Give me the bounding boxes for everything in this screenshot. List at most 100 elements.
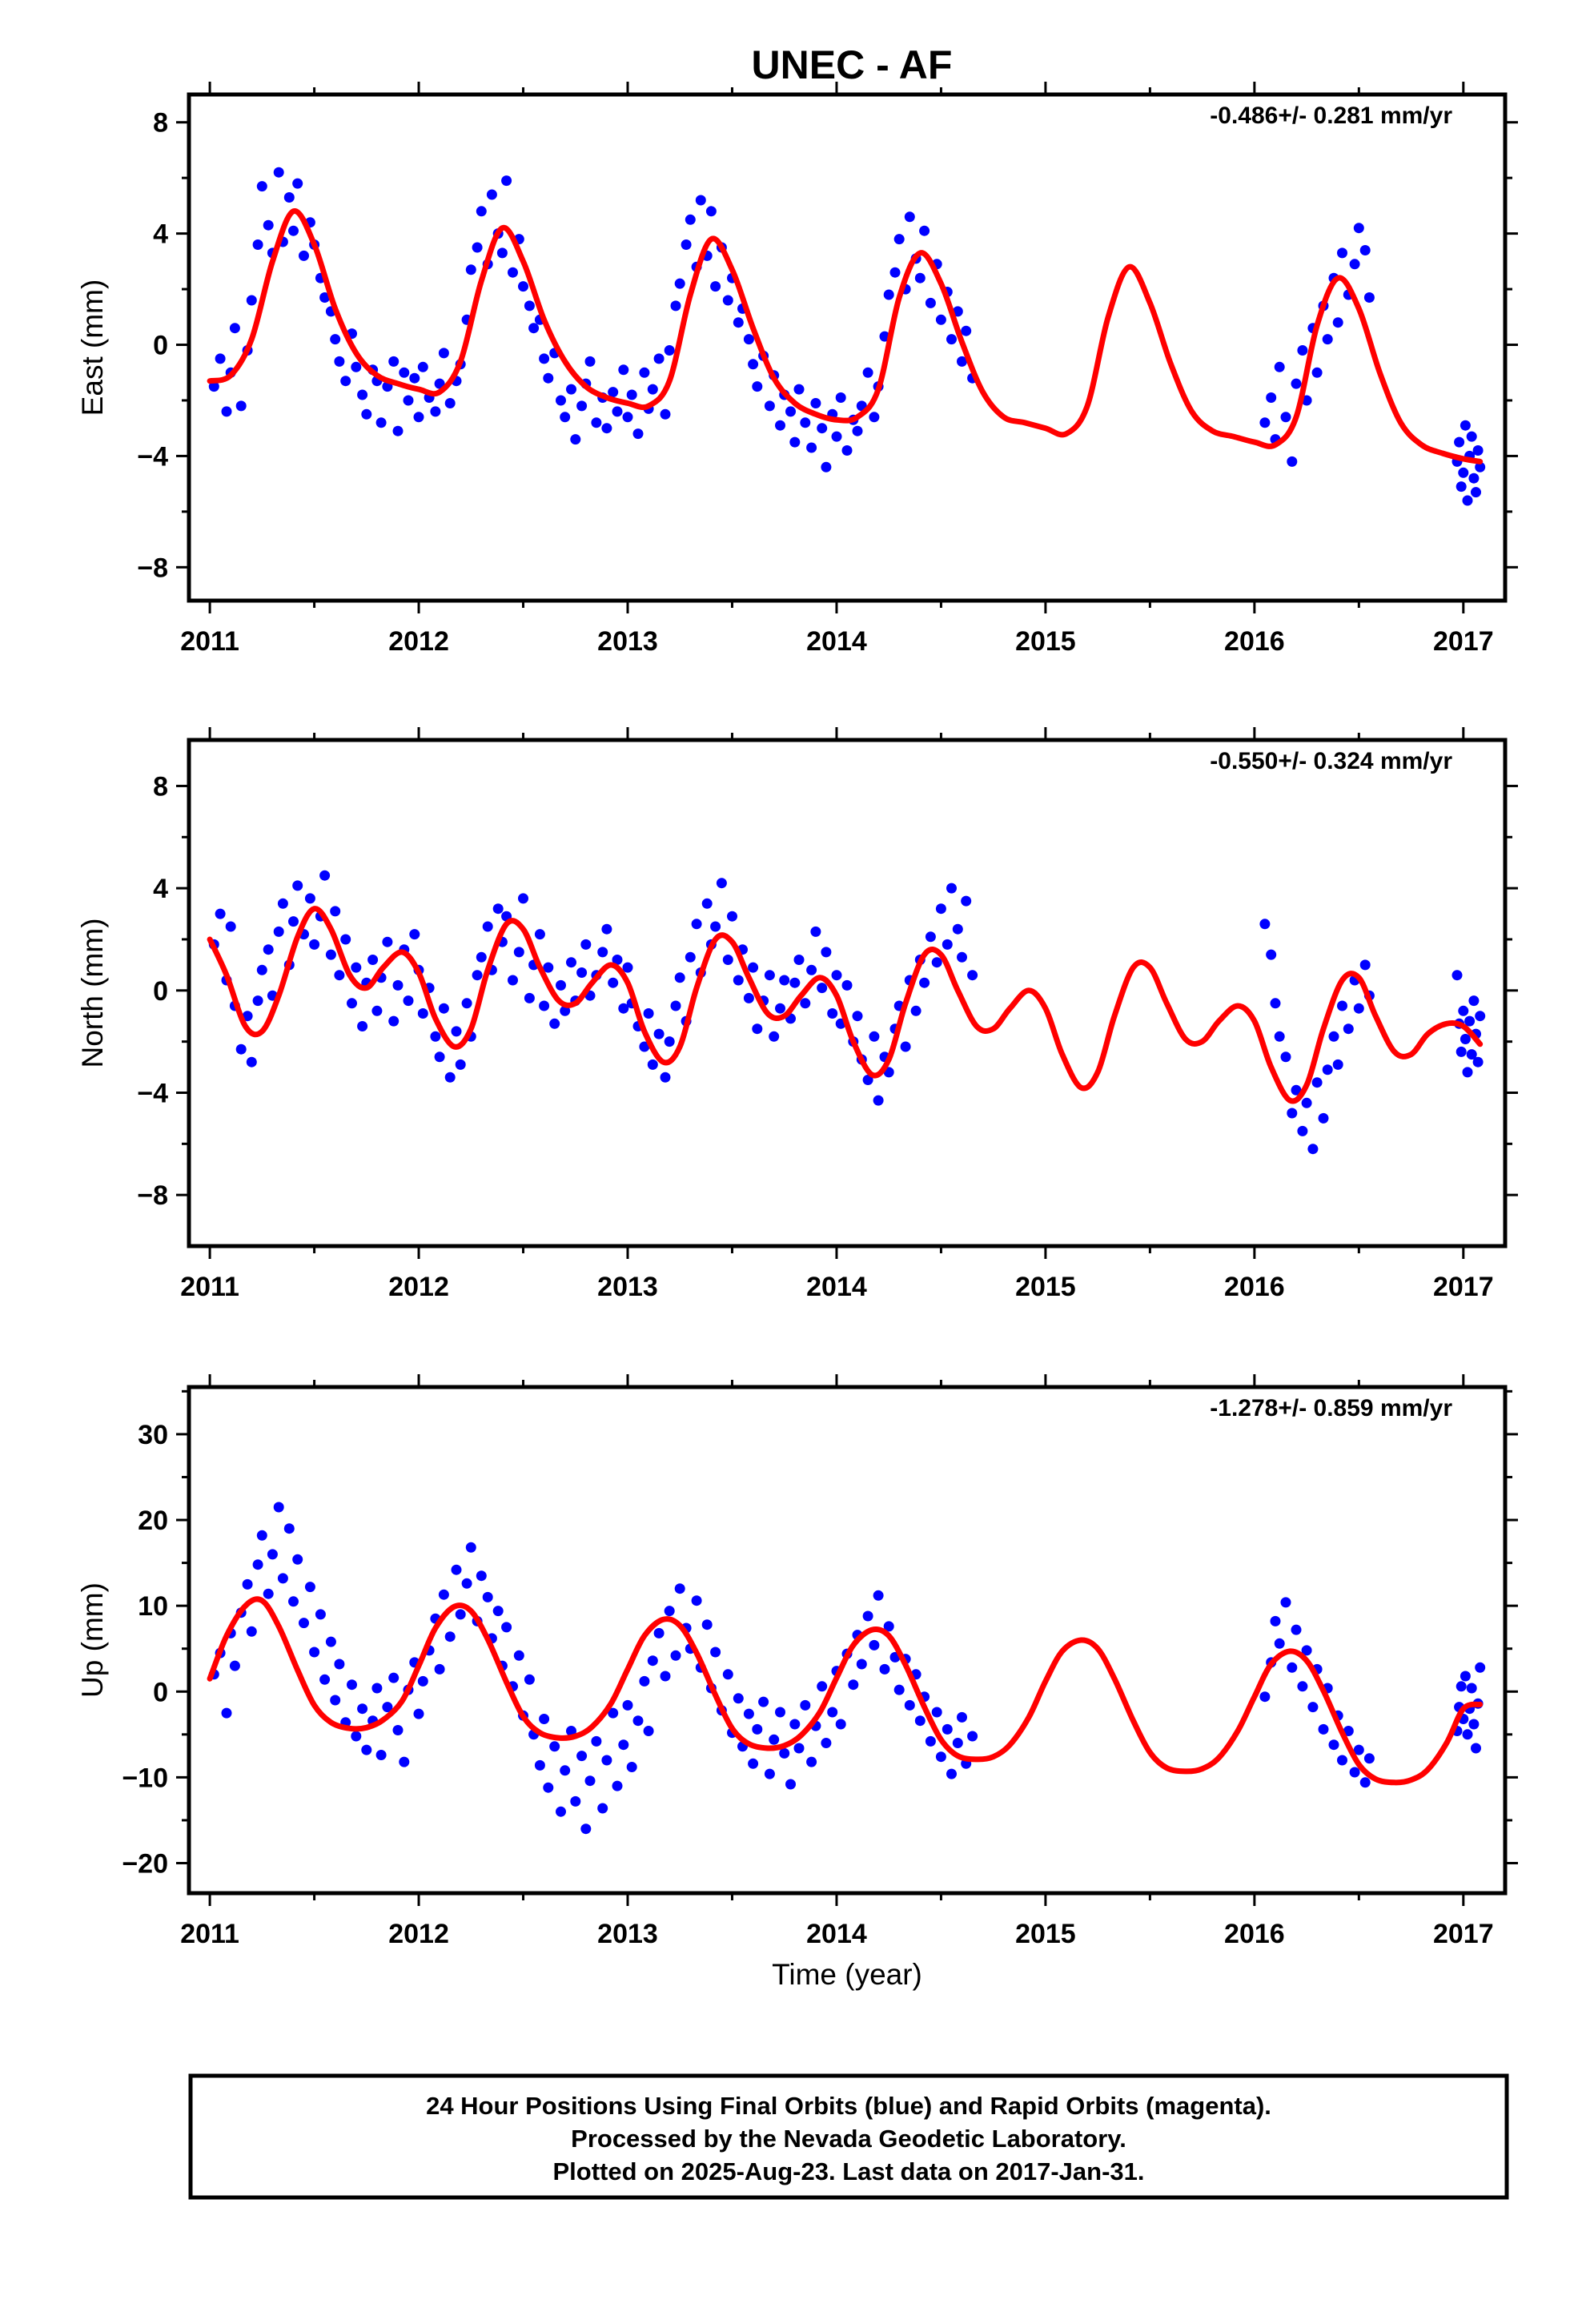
data-point [492, 1606, 504, 1617]
data-point [319, 292, 331, 303]
data-point [1328, 1031, 1339, 1042]
data-point [1456, 1046, 1467, 1057]
data-point [793, 1743, 805, 1754]
data-point [914, 272, 926, 283]
x-tick-label: 2012 [388, 1919, 449, 1949]
data-point [1280, 1051, 1291, 1063]
data-point [451, 1026, 462, 1037]
data-point [806, 1756, 817, 1767]
x-tick-label: 2012 [388, 626, 449, 657]
data-point [461, 998, 472, 1009]
data-point [643, 1008, 654, 1019]
data-point [647, 384, 658, 395]
data-point [608, 1707, 619, 1719]
data-point [309, 939, 320, 950]
data-point [618, 1739, 629, 1751]
data-point [1287, 456, 1298, 467]
data-point [1359, 1777, 1371, 1788]
data-point [601, 1755, 612, 1766]
data-point [817, 1681, 828, 1692]
data-point [476, 206, 487, 217]
data-point [273, 926, 284, 937]
data-point [444, 1072, 456, 1083]
data-point [660, 1072, 671, 1083]
x-tick-label: 2016 [1224, 1272, 1285, 1302]
data-point [256, 1530, 267, 1541]
data-point [942, 939, 953, 950]
data-point [1472, 445, 1484, 456]
data-point [639, 367, 650, 378]
data-point [357, 389, 368, 400]
data-point [576, 1751, 588, 1762]
data-point [430, 1031, 441, 1042]
data-point [691, 1595, 702, 1606]
data-point [1466, 431, 1477, 442]
data-point [821, 947, 832, 958]
data-point [1454, 436, 1465, 448]
data-point [775, 420, 785, 431]
data-point [919, 225, 930, 236]
data-point [1353, 1003, 1364, 1014]
data-point [674, 1583, 685, 1594]
data-point [869, 1031, 880, 1042]
data-point [430, 406, 441, 417]
data-point [1274, 1031, 1285, 1042]
data-point [647, 1655, 658, 1667]
data-point [277, 1573, 288, 1584]
data-point [1349, 259, 1360, 270]
data-point [570, 1795, 581, 1807]
data-point [789, 977, 801, 988]
data-point [1291, 1624, 1302, 1635]
data-point [710, 281, 721, 292]
data-point [910, 1005, 921, 1016]
data-point [769, 1734, 780, 1745]
data-point [733, 1693, 744, 1704]
x-tick-label: 2013 [597, 1919, 658, 1949]
data-point [967, 970, 978, 981]
data-point [518, 281, 528, 292]
y-axis-label: East (mm) [76, 279, 109, 416]
data-point [566, 384, 576, 395]
data-point [351, 962, 362, 973]
data-point [252, 1559, 263, 1570]
data-point [534, 929, 545, 940]
data-point [263, 219, 274, 231]
x-tick-label: 2014 [806, 1919, 867, 1949]
data-point [626, 1762, 637, 1772]
data-point [670, 1000, 681, 1011]
data-point [743, 1708, 754, 1719]
data-point [1297, 1681, 1308, 1692]
data-point [513, 1650, 524, 1661]
data-point [292, 178, 303, 189]
data-point [417, 1008, 428, 1019]
data-point [775, 1707, 785, 1718]
data-point [334, 970, 345, 981]
data-point [1462, 1067, 1473, 1078]
data-point [862, 367, 873, 378]
data-point [722, 1669, 733, 1680]
data-point [215, 908, 226, 919]
data-point [831, 970, 842, 981]
data-point [1464, 1015, 1476, 1027]
data-point [465, 1542, 476, 1553]
y-tick-label: −4 [137, 441, 168, 472]
x-tick-label: 2015 [1015, 1919, 1076, 1949]
data-point [862, 1075, 873, 1085]
data-point [710, 921, 721, 932]
data-point [612, 1780, 623, 1791]
x-tick-label: 2016 [1224, 1919, 1285, 1949]
data-point [434, 378, 445, 389]
data-point [371, 1005, 383, 1016]
data-point [273, 167, 284, 178]
data-point [827, 1707, 838, 1718]
data-point [862, 1610, 873, 1622]
data-point [701, 898, 713, 909]
data-point [1301, 1645, 1312, 1656]
data-point [785, 406, 796, 417]
data-point [618, 364, 629, 376]
data-point [1359, 959, 1371, 971]
data-point [438, 1003, 449, 1014]
data-point [639, 1041, 650, 1052]
model-curve [207, 208, 1484, 464]
data-point [597, 947, 608, 958]
